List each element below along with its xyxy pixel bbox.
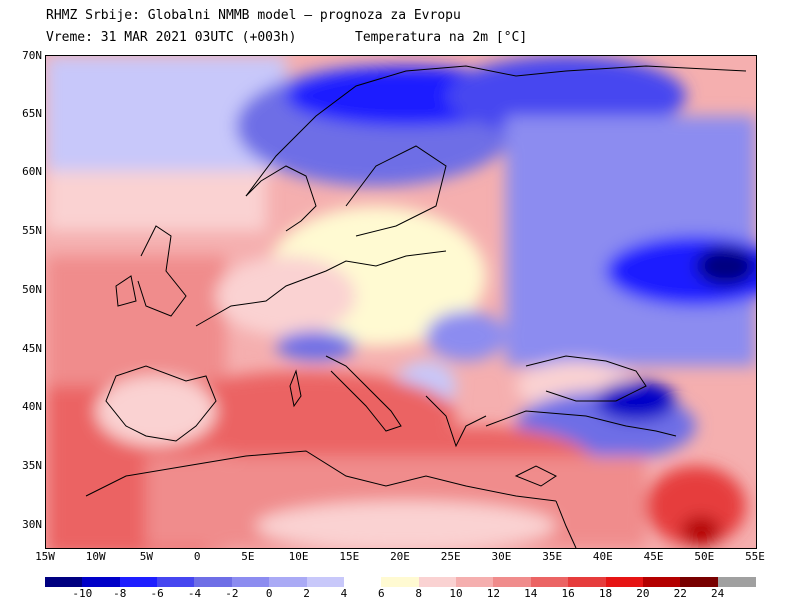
colorbar-cell [717, 577, 756, 587]
colorbar [45, 577, 756, 587]
colorbar-cell [269, 577, 308, 587]
colorbar-cell [306, 577, 345, 587]
colorbar-label: 4 [340, 587, 348, 600]
colorbar-label: 0 [265, 587, 273, 600]
lon-label: 40E [592, 550, 613, 563]
colorbar-label: 22 [673, 587, 687, 600]
colorbar-cell [605, 577, 644, 587]
colorbar-label: -4 [187, 587, 202, 600]
map-title: RHMZ Srbije: Globalni NMMB model — progn… [46, 8, 461, 23]
lon-label: 5E [241, 550, 255, 563]
colorbar-label: 6 [378, 587, 385, 600]
lat-label: 35N [22, 459, 42, 472]
colorbar-cell [231, 577, 270, 587]
coastlines [85, 65, 747, 548]
lat-label: 65N [22, 107, 42, 120]
lon-label: 25E [440, 550, 461, 563]
lat-label: 45N [22, 342, 42, 355]
lon-label: 10E [288, 550, 309, 563]
lon-label: 0 [193, 550, 201, 563]
lat-label: 50N [22, 283, 42, 296]
colorbar-label: -6 [150, 587, 164, 600]
lon-label: 45E [643, 550, 664, 563]
colorbar-label: 10 [449, 587, 463, 600]
colorbar-label: 8 [415, 587, 422, 600]
colorbar-cell [343, 577, 382, 587]
lon-label: 15W [35, 550, 55, 563]
colorbar-cell [456, 577, 495, 587]
map-canvas [46, 56, 756, 548]
colorbar-label: 14 [524, 587, 538, 600]
lat-label: 70N [22, 49, 42, 62]
colorbar-label: 12 [486, 587, 501, 600]
lon-label: 5W [139, 550, 154, 563]
colorbar-cell [418, 577, 457, 587]
temperature-field [46, 56, 756, 548]
lon-label: 50E [694, 550, 715, 563]
colorbar-cell [157, 577, 196, 587]
lon-label: 10W [85, 550, 106, 563]
colorbar-cell [82, 577, 121, 587]
colorbar-cell [119, 577, 158, 587]
lat-label: 40N [22, 400, 42, 413]
field-name: Temperatura na 2m [°C] [355, 30, 528, 45]
colorbar-label: 2 [303, 587, 310, 600]
colorbar-cell [381, 577, 420, 587]
colorbar-cell [530, 577, 569, 587]
colorbar-label: -10 [72, 587, 93, 600]
colorbar-label: -8 [113, 587, 127, 600]
lon-label: 55E [745, 550, 765, 563]
lon-label: 20E [390, 550, 410, 563]
colorbar-label: 18 [598, 587, 613, 600]
colorbar-cell [194, 577, 233, 587]
lon-label: 35E [542, 550, 563, 563]
lat-label: 30N [22, 518, 42, 531]
colorbar-label: -2 [225, 587, 239, 600]
temperature-map [45, 55, 757, 549]
forecast-time: Vreme: 31 MAR 2021 03UTC (+003h) [46, 30, 297, 45]
lon-label: 30E [491, 550, 512, 563]
colorbar-label: 24 [711, 587, 725, 600]
colorbar-label: 20 [636, 587, 650, 600]
colorbar-cell [45, 577, 83, 587]
colorbar-cell [568, 577, 607, 587]
lat-label: 55N [22, 224, 42, 237]
colorbar-cell [493, 577, 532, 587]
colorbar-cell [642, 577, 681, 587]
lon-label: 15E [339, 550, 360, 563]
colorbar-cell [680, 577, 719, 587]
colorbar-label: 16 [561, 587, 575, 600]
lat-label: 60N [22, 165, 42, 178]
